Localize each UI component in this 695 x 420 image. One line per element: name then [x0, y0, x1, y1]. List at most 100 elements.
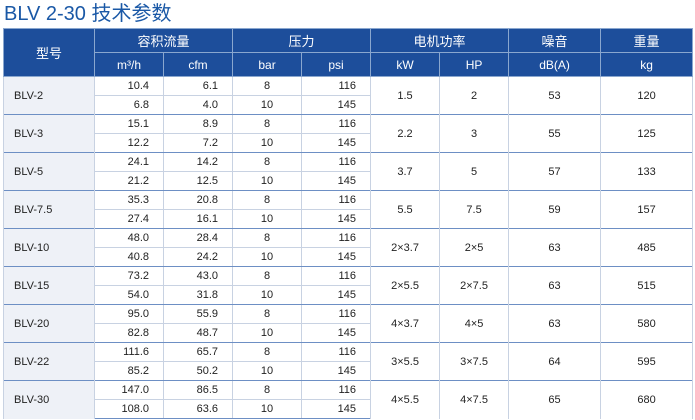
pressure-bar-cell: 8	[232, 152, 303, 172]
model-cell: BLV-22	[3, 342, 95, 381]
pressure-bar-cell: 10	[232, 133, 303, 153]
unit-cfm: cfm	[162, 52, 234, 77]
flow-cfm-cell: 65.7	[162, 342, 234, 362]
noise-cell: 63	[508, 304, 602, 343]
pressure-psi-cell: 145	[301, 323, 372, 343]
header-flow: 容积流量	[93, 28, 234, 53]
model-cell: BLV-10	[3, 228, 95, 267]
table-row: BLV-7.5 35.3 20.8 8 116 5.5 7.5 59 157	[3, 190, 694, 229]
flow-cfm-cell: 24.2	[162, 247, 234, 267]
flow-m3h-cell: 40.8	[94, 247, 164, 267]
flow-cfm-cell: 14.2	[162, 152, 234, 172]
power-hp-cell: 4×5	[439, 304, 510, 343]
pressure-bar-cell: 8	[232, 228, 303, 248]
weight-cell: 680	[600, 380, 694, 419]
flow-m3h-cell: 111.6	[94, 342, 164, 362]
unit-hp: HP	[439, 52, 510, 77]
power-kw-cell: 1.5	[370, 76, 441, 115]
weight-cell: 515	[600, 266, 694, 305]
pressure-bar-cell: 10	[232, 285, 303, 305]
flow-cfm-cell: 55.9	[162, 304, 234, 324]
weight-cell: 580	[600, 304, 694, 343]
model-cell: BLV-2	[3, 76, 95, 115]
pressure-bar-cell: 8	[232, 304, 303, 324]
power-kw-cell: 2×3.7	[370, 228, 441, 267]
table-row: BLV-2 10.4 6.1 8 116 1.5 2 53 120	[3, 76, 694, 115]
pressure-bar-cell: 8	[232, 76, 303, 96]
table-row: 54.0 31.8 10 145	[4, 285, 693, 305]
power-hp-cell: 7.5	[439, 190, 510, 229]
flow-cfm-cell: 7.2	[162, 133, 234, 153]
pressure-bar-cell: 10	[232, 361, 303, 381]
weight-cell: 120	[600, 76, 694, 115]
table-body: BLV-2 10.4 6.1 8 116 1.5 2 53 120 6.8 4.0 10 145 BLV-…	[3, 76, 694, 419]
pressure-psi-cell: 116	[301, 76, 372, 96]
flow-cfm-cell: 28.4	[162, 228, 234, 248]
pressure-psi-cell: 145	[301, 209, 372, 229]
pressure-bar-cell: 10	[232, 95, 303, 115]
header-weight: 重量	[600, 28, 694, 53]
pressure-psi-cell: 145	[301, 399, 372, 419]
model-cell: BLV-20	[3, 304, 95, 343]
table-row: BLV-10 48.0 28.4 8 116 2×3.7 2×5 63 485	[3, 228, 694, 267]
model-cell: BLV-15	[3, 266, 95, 305]
pressure-bar-cell: 8	[232, 190, 303, 210]
flow-m3h-cell: 108.0	[94, 399, 164, 419]
flow-cfm-cell: 20.8	[162, 190, 234, 210]
flow-m3h-cell: 54.0	[94, 285, 164, 305]
header-model: 型号	[3, 28, 95, 77]
power-kw-cell: 2.2	[370, 114, 441, 153]
pressure-psi-cell: 116	[301, 114, 372, 134]
flow-cfm-cell: 8.9	[162, 114, 234, 134]
noise-cell: 64	[508, 342, 602, 381]
table-row: BLV-5 24.1 14.2 8 116 3.7 5 57 133	[3, 152, 694, 191]
noise-cell: 57	[508, 152, 602, 191]
pressure-psi-cell: 116	[301, 380, 372, 400]
weight-cell: 485	[600, 228, 694, 267]
power-kw-cell: 3.7	[370, 152, 441, 191]
power-hp-cell: 3×7.5	[439, 342, 510, 381]
noise-cell: 55	[508, 114, 602, 153]
table-row: BLV-22 111.6 65.7 8 116 3×5.5 3×7.5 64 595	[3, 342, 694, 381]
model-cell: BLV-30	[3, 380, 95, 419]
pressure-psi-cell: 116	[301, 266, 372, 286]
flow-m3h-cell: 15.1	[94, 114, 164, 134]
unit-psi: psi	[301, 52, 372, 77]
unit-kg: kg	[600, 52, 694, 77]
table-row: 27.4 16.1 10 145	[4, 209, 693, 229]
flow-cfm-cell: 86.5	[162, 380, 234, 400]
power-hp-cell: 3	[439, 114, 510, 153]
pressure-psi-cell: 116	[301, 152, 372, 172]
unit-bar: bar	[232, 52, 303, 77]
table-row: BLV-20 95.0 55.9 8 116 4×3.7 4×5 63 580	[3, 304, 694, 343]
flow-m3h-cell: 10.4	[94, 76, 164, 96]
pressure-psi-cell: 145	[301, 247, 372, 267]
flow-cfm-cell: 50.2	[162, 361, 234, 381]
flow-m3h-cell: 95.0	[94, 304, 164, 324]
table-row: BLV-3 15.1 8.9 8 116 2.2 3 55 125	[3, 114, 694, 153]
power-kw-cell: 2×5.5	[370, 266, 441, 305]
flow-m3h-cell: 21.2	[94, 171, 164, 191]
flow-m3h-cell: 48.0	[94, 228, 164, 248]
weight-cell: 125	[600, 114, 694, 153]
pressure-bar-cell: 8	[232, 342, 303, 362]
table-row: BLV-15 73.2 43.0 8 116 2×5.5 2×7.5 63 515	[3, 266, 694, 305]
flow-m3h-cell: 82.8	[94, 323, 164, 343]
pressure-bar-cell: 10	[232, 247, 303, 267]
weight-cell: 133	[600, 152, 694, 191]
weight-cell: 595	[600, 342, 694, 381]
pressure-psi-cell: 145	[301, 285, 372, 305]
flow-cfm-cell: 63.6	[162, 399, 234, 419]
power-hp-cell: 2×5	[439, 228, 510, 267]
flow-m3h-cell: 85.2	[94, 361, 164, 381]
spec-table: 型号 容积流量 压力 电机功率 噪音 重量 m³/h cfm bar psi k…	[3, 28, 694, 419]
power-hp-cell: 2×7.5	[439, 266, 510, 305]
header-pressure: 压力	[232, 28, 372, 53]
pressure-bar-cell: 10	[232, 323, 303, 343]
unit-m3h: m³/h	[94, 52, 164, 77]
power-hp-cell: 4×7.5	[439, 380, 510, 419]
flow-m3h-cell: 73.2	[94, 266, 164, 286]
unit-db: dB(A)	[508, 52, 602, 77]
power-kw-cell: 5.5	[370, 190, 441, 229]
header-noise: 噪音	[508, 28, 602, 53]
